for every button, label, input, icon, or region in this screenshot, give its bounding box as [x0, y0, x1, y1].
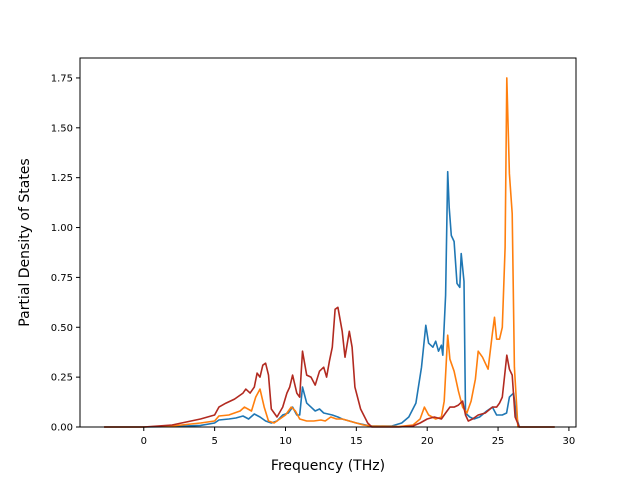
y-axis-label: Partial Density of States [17, 158, 33, 326]
x-tick-label: 0 [141, 436, 147, 447]
series-layer [104, 77, 555, 428]
x-tick-label: 15 [350, 436, 363, 447]
x-tick-label: 10 [279, 436, 292, 447]
y-tick-label: 1.00 [51, 223, 73, 234]
plot-frame [79, 57, 577, 428]
y-tick-label: 0.50 [51, 323, 73, 334]
y-tick-label: 0.25 [51, 373, 73, 384]
y-tick-label: 1.25 [51, 173, 73, 184]
x-axis-ticks: 0 5 10 15 20 25 30 [141, 427, 576, 447]
x-axis-label: Frequency (THz) [271, 458, 385, 474]
y-tick-label: 0.75 [51, 273, 73, 284]
x-tick-label: 25 [492, 436, 505, 447]
series-line-3 [104, 306, 555, 428]
y-tick-label: 1.50 [51, 123, 73, 134]
y-tick-label: 0.00 [51, 423, 73, 434]
y-axis-ticks: 0.00 0.25 0.50 0.75 1.00 1.25 1.50 1.75 [51, 73, 80, 434]
x-tick-label: 20 [421, 436, 434, 447]
x-tick-label: 30 [563, 436, 576, 447]
y-tick-label: 1.75 [51, 73, 73, 84]
x-tick-label: 5 [211, 436, 217, 447]
